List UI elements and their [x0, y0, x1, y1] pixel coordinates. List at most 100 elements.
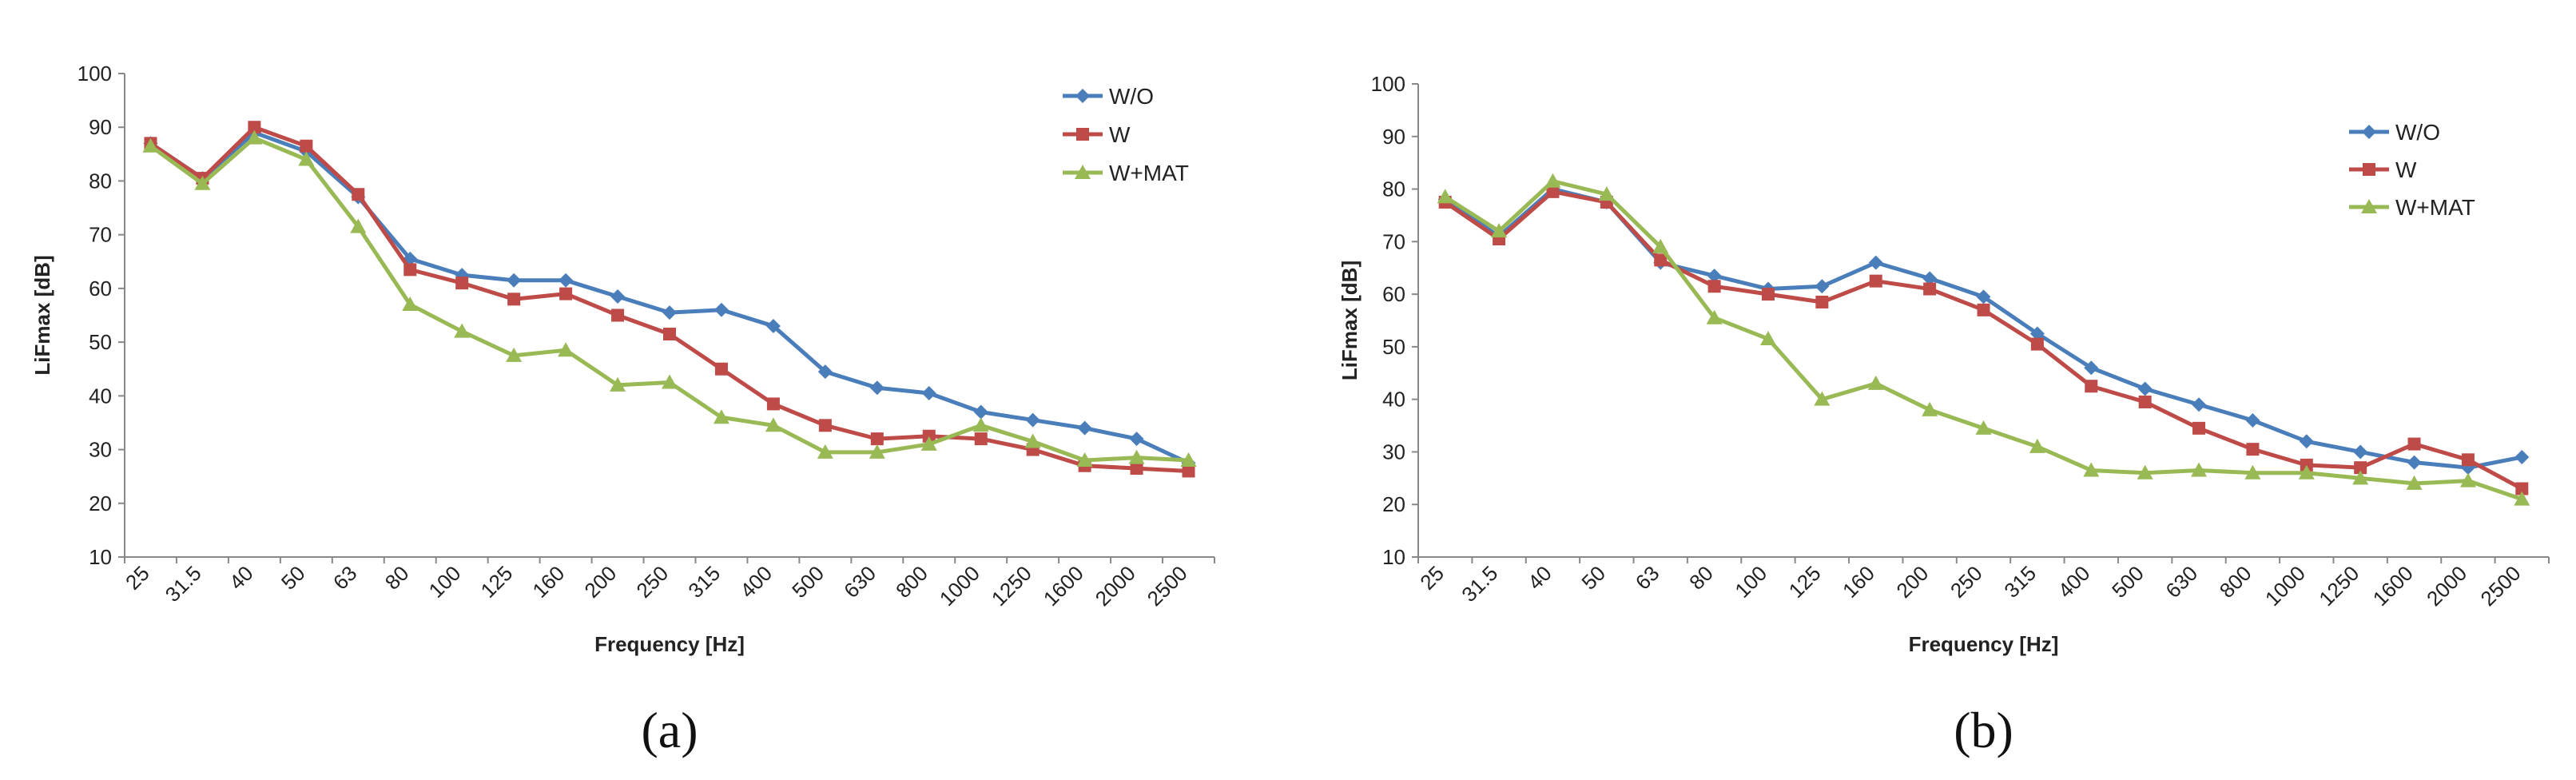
data-point — [1077, 420, 1092, 436]
y-tick-label: 10 — [89, 545, 112, 569]
data-point — [1815, 295, 1829, 308]
x-tick-label: 50 — [276, 561, 310, 595]
x-tick-label: 160 — [1838, 561, 1879, 603]
data-point — [1437, 189, 1453, 204]
y-tick-label: 60 — [89, 277, 112, 300]
data-point — [350, 218, 367, 233]
x-tick-label: 200 — [1891, 561, 1933, 603]
data-point — [870, 432, 884, 446]
data-point — [142, 137, 159, 153]
data-point — [1546, 185, 1560, 198]
legend-marker — [1075, 89, 1090, 103]
data-point — [352, 188, 365, 201]
data-point — [2407, 455, 2422, 470]
x-tick-label: 80 — [1684, 561, 1718, 595]
data-point — [455, 277, 469, 290]
data-point — [974, 432, 988, 446]
x-axis-title: Frequency [Hz] — [594, 632, 745, 656]
data-point — [1975, 420, 1992, 435]
data-point — [1130, 462, 1143, 476]
legend-label: W — [2395, 157, 2417, 182]
x-tick-label: 25 — [121, 561, 154, 595]
data-point — [2137, 464, 2153, 480]
legend-marker — [2361, 199, 2377, 213]
y-tick-label: 40 — [1382, 388, 1405, 412]
data-point — [2245, 412, 2260, 428]
data-point — [1544, 173, 1561, 188]
data-point — [662, 374, 678, 389]
data-point — [1868, 255, 1883, 270]
data-point — [714, 362, 728, 376]
y-tick-label: 40 — [89, 384, 112, 408]
legend-marker — [2362, 125, 2376, 139]
x-tick-label: 31.5 — [1457, 561, 1502, 607]
y-tick-label: 90 — [1382, 125, 1405, 149]
data-point — [1654, 253, 1668, 267]
data-point — [1128, 449, 1145, 464]
y-tick-label: 70 — [1382, 229, 1405, 253]
series-w-mat — [1437, 173, 2530, 506]
data-point — [454, 323, 471, 338]
data-point — [1761, 288, 1775, 301]
data-point — [817, 444, 833, 459]
series-w — [144, 121, 1195, 478]
data-point — [610, 376, 626, 392]
data-point — [1977, 303, 1990, 316]
x-tick-label: 1000 — [2260, 561, 2310, 611]
x-tick-label: 1600 — [1039, 561, 1088, 611]
legend-item: W/O — [2349, 120, 2440, 145]
legend-item: W+MAT — [2349, 195, 2475, 220]
data-point — [1182, 464, 1195, 478]
y-tick-label: 50 — [89, 330, 112, 354]
series-w — [1438, 185, 2529, 495]
series-w-mat — [142, 129, 1197, 467]
x-tick-label: 40 — [1523, 561, 1556, 595]
x-tick-label: 100 — [1730, 561, 1771, 603]
data-point — [2029, 326, 2045, 341]
data-point — [246, 129, 263, 145]
legend-marker — [2363, 163, 2375, 176]
data-point — [765, 318, 781, 333]
data-point — [298, 151, 315, 166]
data-point — [1076, 452, 1093, 467]
x-tick-label: 250 — [631, 561, 673, 603]
data-point — [2244, 464, 2261, 480]
data-point — [973, 404, 988, 420]
legend-label: W+MAT — [2395, 195, 2475, 220]
data-point — [1707, 280, 1721, 293]
x-tick-label: 160 — [527, 561, 569, 603]
y-axis-title: LiFmax [dB] — [1338, 261, 1362, 380]
data-point — [403, 263, 417, 277]
data-point — [2352, 470, 2369, 485]
panel-label: (b) — [1954, 702, 2013, 758]
y-tick-label: 30 — [1382, 440, 1405, 464]
data-point — [610, 289, 626, 304]
x-tick-label: 1600 — [2368, 561, 2418, 611]
data-point — [869, 380, 885, 396]
data-point — [1707, 269, 1722, 284]
x-tick-label: 500 — [2107, 561, 2149, 603]
y-tick-label: 20 — [1382, 492, 1405, 516]
data-point — [714, 302, 729, 317]
data-point — [1024, 433, 1041, 448]
data-point — [300, 139, 313, 153]
y-tick-label: 70 — [89, 223, 112, 247]
x-tick-label: 125 — [1784, 561, 1826, 603]
y-tick-label: 50 — [1382, 335, 1405, 359]
data-point — [1815, 279, 1830, 294]
data-point — [2029, 438, 2045, 453]
data-point — [2406, 475, 2423, 490]
x-tick-label: 50 — [1576, 561, 1610, 595]
data-point — [972, 417, 989, 432]
x-tick-label: 1000 — [935, 561, 984, 611]
data-point — [559, 273, 574, 288]
series-line — [149, 136, 1189, 463]
x-tick-label: 100 — [424, 561, 466, 603]
data-point — [1025, 412, 1040, 428]
legend: W/O W W+MAT — [2349, 120, 2475, 220]
data-point — [1180, 452, 1197, 467]
data-point — [1869, 274, 1882, 288]
data-point — [2353, 444, 2368, 460]
x-tick-label: 630 — [839, 561, 881, 603]
